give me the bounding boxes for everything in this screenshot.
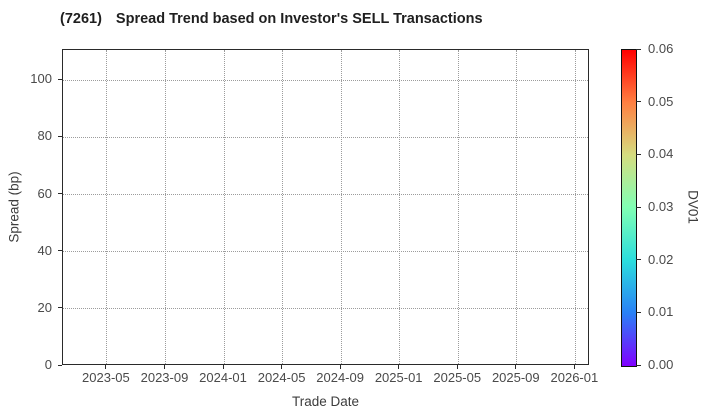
colorbar-tick-label: 0.04 xyxy=(648,146,674,162)
x-tick xyxy=(515,365,517,369)
y-tick-label: 40 xyxy=(37,242,52,258)
y-tick xyxy=(58,78,62,80)
ticker-code: (7261) xyxy=(60,11,102,27)
x-tick xyxy=(105,365,107,369)
y-gridline xyxy=(63,308,588,310)
y-tick xyxy=(58,193,62,195)
x-gridline xyxy=(399,50,401,364)
x-axis-label: Trade Date xyxy=(291,394,360,409)
y-gridline xyxy=(63,136,588,138)
y-gridline xyxy=(63,79,588,81)
chart-title: (7261) Spread Trend based on Investor's S… xyxy=(60,11,483,27)
y-gridline xyxy=(63,251,588,253)
x-tick-label: 2025-01 xyxy=(374,370,423,385)
colorbar-tick xyxy=(636,259,641,261)
colorbar-tick-label: 0.06 xyxy=(648,41,674,56)
x-tick xyxy=(222,365,224,369)
x-gridline xyxy=(574,50,576,364)
x-gridline xyxy=(223,50,225,364)
x-gridline xyxy=(106,50,108,364)
colorbar xyxy=(621,49,637,367)
colorbar-tick xyxy=(636,364,641,366)
colorbar-tick-label: 0.00 xyxy=(648,357,674,372)
x-tick-label: 2024-01 xyxy=(199,370,247,385)
colorbar-tick xyxy=(636,153,641,155)
x-tick xyxy=(339,365,341,369)
colorbar-tick-label: 0.02 xyxy=(648,251,674,267)
x-gridline xyxy=(516,50,518,364)
y-tick-label: 60 xyxy=(37,185,52,201)
x-tick-label: 2024-09 xyxy=(316,370,364,385)
x-tick xyxy=(163,365,165,369)
colorbar-tick xyxy=(636,206,641,208)
colorbar-tick xyxy=(636,101,641,103)
y-tick xyxy=(58,250,62,252)
colorbar-tick-label: 0.01 xyxy=(648,304,674,320)
y-tick xyxy=(58,135,62,137)
x-tick-label: 2025-09 xyxy=(491,370,540,385)
y-tick-label: 80 xyxy=(37,128,52,144)
y-tick-label: 100 xyxy=(30,71,52,87)
colorbar-tick xyxy=(636,48,641,50)
y-tick-label: 0 xyxy=(44,357,52,372)
y-gridline xyxy=(63,194,588,196)
x-tick xyxy=(281,365,283,369)
y-axis-label: Spread (bp) xyxy=(6,171,22,243)
y-tick xyxy=(58,364,62,366)
colorbar-tick xyxy=(636,311,641,313)
plot-area xyxy=(62,49,589,365)
x-tick-label: 2024-05 xyxy=(257,370,306,385)
y-tick xyxy=(58,307,62,309)
x-gridline xyxy=(164,50,166,364)
x-gridline xyxy=(457,50,459,364)
x-tick xyxy=(573,365,575,369)
x-tick-label: 2026-01 xyxy=(550,370,599,385)
x-tick-label: 2023-05 xyxy=(82,370,130,385)
colorbar-tick-label: 0.03 xyxy=(648,199,674,214)
x-tick xyxy=(456,365,458,369)
chart-title-text: Spread Trend based on Investor's SELL Tr… xyxy=(115,11,483,27)
x-gridline xyxy=(282,50,284,364)
y-tick-label: 20 xyxy=(37,299,52,315)
x-gridline xyxy=(340,50,342,364)
colorbar-tick-label: 0.05 xyxy=(648,93,674,109)
x-tick xyxy=(398,365,400,369)
x-tick-label: 2023-09 xyxy=(140,370,189,385)
x-tick-label: 2025-05 xyxy=(433,370,482,385)
